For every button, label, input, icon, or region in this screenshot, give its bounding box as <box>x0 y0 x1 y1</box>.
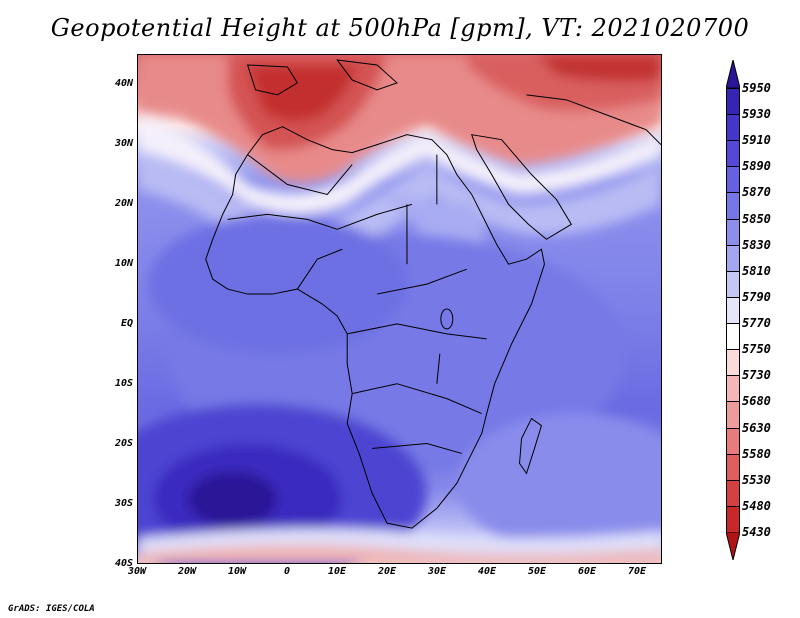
lon-tick-label: 30E <box>427 566 447 577</box>
colorbar-top-triangle <box>726 60 740 88</box>
colorbar-cell <box>726 427 740 455</box>
lat-tick-label: EQ <box>120 318 133 329</box>
colorbar-level-label: 5770 <box>742 316 771 331</box>
colorbar-level-label: 5790 <box>742 289 771 304</box>
lon-tick-label: 20W <box>177 566 197 577</box>
lat-tick-label: 40N <box>114 78 133 89</box>
lon-tick-label: 60E <box>577 566 597 577</box>
colorbar-level-label: 5630 <box>742 420 771 435</box>
lat-tick-label: 30S <box>114 498 133 509</box>
geopotential-height-map <box>138 55 661 563</box>
lon-tick-label: 40E <box>477 566 497 577</box>
colorbar-level-label: 5680 <box>742 394 771 409</box>
colorbar-cell <box>726 114 740 142</box>
colorbar-level-label: 5830 <box>742 237 771 252</box>
lon-tick-label: 50E <box>527 566 547 577</box>
colorbar-cell <box>726 296 740 325</box>
colorbar-cell <box>726 218 740 246</box>
colorbar-level-label: 5890 <box>742 159 771 174</box>
colorbar-level-label: 5530 <box>742 472 771 487</box>
lon-tick-label: 10W <box>227 566 247 577</box>
lat-tick-label: 40S <box>114 558 133 569</box>
map-frame <box>137 54 662 564</box>
page-title: Geopotential Height at 500hPa [gpm], VT:… <box>50 14 750 42</box>
colorbar-level-label: 5580 <box>742 446 771 461</box>
footer-credit: GrADS: IGES/COLA <box>8 604 95 614</box>
colorbar-level-label: 5430 <box>742 525 771 539</box>
lon-tick-label: 10E <box>327 566 347 577</box>
colorbar-cell <box>726 505 740 533</box>
colorbar-cell <box>726 453 740 481</box>
coastlines <box>205 59 661 529</box>
colorbar-cell <box>726 166 740 194</box>
colorbar-level-label: 5950 <box>742 81 771 95</box>
lat-tick-label: 10S <box>114 378 133 389</box>
colorbar-cell <box>726 349 740 377</box>
lon-tick-label: 0 <box>283 566 291 577</box>
lat-tick-label: 10N <box>114 258 133 269</box>
colorbar-level-label: 5730 <box>742 368 771 383</box>
colorbar-level-label: 5810 <box>742 263 771 278</box>
lat-tick-label: 20S <box>114 438 133 449</box>
lon-tick-label: 20E <box>377 566 397 577</box>
colorbar: 5950 5930 5910 5890 5870 5850 5830 5810 5790 5770… <box>722 60 792 560</box>
lon-tick-label: 70E <box>627 566 647 577</box>
lat-tick-label: 30N <box>114 138 133 149</box>
colorbar-cell <box>726 192 740 220</box>
colorbar-level-label: 5870 <box>742 185 771 200</box>
colorbar-level-label: 5930 <box>742 107 771 122</box>
colorbar-cell <box>726 323 740 351</box>
colorbar-bottom-triangle <box>726 532 740 560</box>
colorbar-cell <box>726 270 740 298</box>
colorbar-level-label: 5480 <box>742 498 771 513</box>
colorbar-level-label: 5850 <box>742 211 771 226</box>
colorbar-cell <box>726 375 740 403</box>
colorbar-level-label: 5910 <box>742 133 771 148</box>
lat-tick-label: 20N <box>114 198 133 209</box>
colorbar-cell <box>726 140 740 168</box>
colorbar-cell <box>726 88 740 116</box>
lon-tick-label: 30W <box>127 566 147 577</box>
colorbar-level-label: 5750 <box>742 342 771 357</box>
colorbar-cell <box>726 479 740 507</box>
colorbar-cell <box>726 244 740 272</box>
height-field-blobs <box>138 55 661 563</box>
colorbar-cell <box>726 401 740 429</box>
